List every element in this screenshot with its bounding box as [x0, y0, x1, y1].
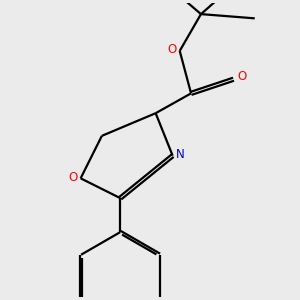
- Text: O: O: [237, 70, 247, 83]
- Text: O: O: [168, 43, 177, 56]
- Text: O: O: [69, 171, 78, 184]
- Text: N: N: [176, 148, 184, 161]
